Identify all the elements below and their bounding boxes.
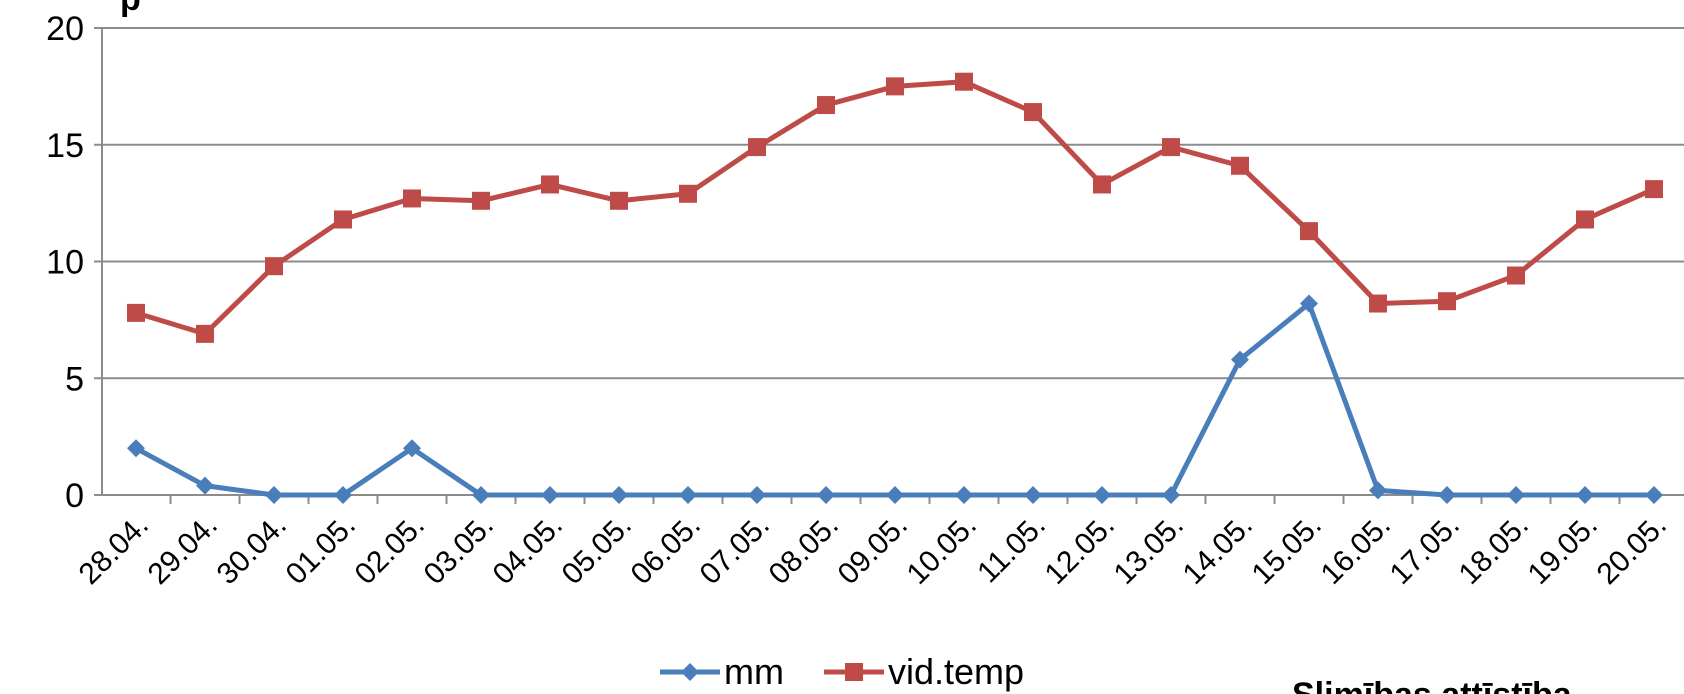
cropped-top-left-text: p [120,0,141,18]
x-tick-label: 11.05. [971,509,1052,590]
data-point [265,257,283,276]
legend-marker [845,663,863,681]
data-point [1369,481,1387,500]
y-tick-labels: 0 5 10 15 20 [46,10,84,515]
y-tick-label: 15 [46,127,84,165]
data-point [196,324,214,343]
gridlines [102,27,1684,380]
data-point [955,72,973,91]
data-point [1162,486,1180,504]
data-point [679,486,697,504]
data-point [1369,294,1387,313]
data-point [196,476,214,495]
x-tick-label: 01.05. [280,509,362,591]
legend-label: mm [724,651,784,692]
x-tick-label: 02.05. [349,509,431,591]
data-point [403,189,421,208]
y-tick-label: 10 [46,244,84,282]
data-point [1024,486,1042,504]
x-tick-label: 13.05. [1108,509,1190,591]
legend-label: vid.temp [888,651,1024,692]
data-point [541,175,559,194]
x-tick-label: 14.05. [1177,509,1259,591]
data-point [1093,486,1111,504]
y-tick-label: 5 [65,360,84,398]
data-point [1300,222,1318,241]
data-point [1438,486,1456,504]
data-point [1576,486,1594,504]
data-point [1438,292,1456,311]
data-point [817,96,835,115]
series-line-mm [134,301,1654,498]
data-point [748,486,766,504]
data-point [610,191,628,210]
data-point [1300,294,1318,313]
x-tick-label: 04.05. [487,509,569,591]
x-tick-label: 06.05. [625,509,707,591]
data-point [1645,486,1663,504]
y-tick-label: 20 [46,10,84,48]
x-tick-label: 15.05. [1246,509,1328,591]
data-point [1162,138,1180,157]
x-tick-labels: 28.04.29.04.30.04.01.05.02.05.03.05.04.0… [73,509,1673,591]
x-tick-label: 18.05. [1453,509,1535,591]
data-point [334,210,352,229]
data-point [679,184,697,203]
x-tick-label: 07.05. [694,509,776,591]
x-tick-label: 30.04. [211,509,293,591]
data-point [1507,486,1525,504]
data-point [472,191,490,210]
x-tick-label: 20.05. [1591,509,1673,591]
legend-item-vid.temp: vid.temp [824,651,1024,692]
data-point [1507,266,1525,285]
data-point [541,486,559,504]
series-layer [127,72,1663,504]
data-point [748,138,766,157]
data-point [955,486,973,504]
data-point [1024,103,1042,122]
data-point [817,486,835,504]
data-point [1645,180,1663,199]
data-point [127,439,145,458]
x-tick-label: 28.04. [73,509,155,591]
y-tick-label: 0 [65,477,84,515]
x-tick-label: 12.05. [1039,509,1121,591]
data-point [127,303,145,322]
x-tick-label: 03.05. [418,509,500,591]
x-tick-label: 09.05. [832,509,914,591]
series-mm [127,294,1663,504]
data-point [265,486,283,504]
x-tick-label: 19.05. [1522,509,1604,591]
data-point [1231,156,1249,175]
legend-item-mm: mm [660,651,784,692]
data-point [1231,350,1249,369]
cropped-bottom-right-text: Slimības attīstība [1292,676,1573,694]
data-point [472,486,490,504]
data-point [334,486,352,504]
data-point [403,439,421,458]
x-tick-label: 08.05. [763,509,845,591]
data-point [886,486,904,504]
data-point [1093,175,1111,194]
data-point [1576,210,1594,229]
series-line-vid.temp [135,79,1656,337]
data-point [886,77,904,96]
axes [94,27,1684,504]
x-tick-label: 10.05. [901,509,983,591]
series-vid.temp [127,72,1663,343]
x-tick-label: 17.05. [1384,509,1466,591]
legend: mm vid.temp [660,651,1024,692]
x-tick-label: 16.05. [1315,509,1397,591]
x-tick-label: 29.04. [142,509,224,591]
data-point [610,486,628,504]
legend-marker [681,663,699,681]
x-tick-label: 05.05. [556,509,638,591]
